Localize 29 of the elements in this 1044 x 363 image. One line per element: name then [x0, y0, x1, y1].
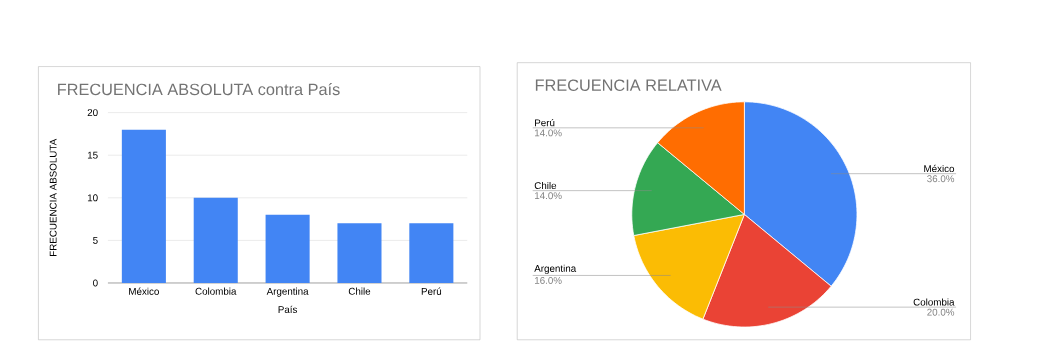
chart-title: FRECUENCIA RELATIVA [535, 79, 722, 91]
bar [265, 214, 310, 283]
slice-label: Argentina [534, 264, 577, 274]
data-label: 14.0% [535, 129, 562, 137]
x-tick-label: Colombia [195, 287, 237, 295]
x-tick-label: Argentina [266, 287, 309, 297]
slice-label: Perú [535, 118, 555, 127]
y-tick-label: 10 [87, 194, 98, 202]
data-label: 16.0% [535, 276, 562, 284]
x-tick-label: Chile [348, 287, 371, 295]
y-axis-title: FRECUENCIA ABSOLUTA [49, 138, 57, 256]
y-tick-label: 15 [87, 151, 98, 159]
data-label: 36.0% [927, 175, 955, 183]
x-tick-label: México [129, 287, 159, 295]
y-tick-label: 20 [87, 109, 98, 116]
slice-label: Chile [534, 181, 557, 189]
y-tick-label: 5 [93, 236, 98, 244]
y-tick-label: 0 [93, 279, 98, 287]
chart-title: FRECUENCIA ABSOLUTA contra País [58, 82, 340, 96]
x-tick-label: Perú [421, 287, 442, 295]
bar [193, 197, 238, 283]
slice-label: Colombia [913, 298, 955, 306]
data-label: 14.0% [535, 192, 562, 200]
slice-label: México [924, 164, 955, 172]
bar [337, 223, 382, 283]
bar [121, 129, 166, 283]
x-axis-title: País [278, 305, 298, 313]
bar [409, 223, 454, 283]
data-label: 20.0% [927, 308, 955, 316]
